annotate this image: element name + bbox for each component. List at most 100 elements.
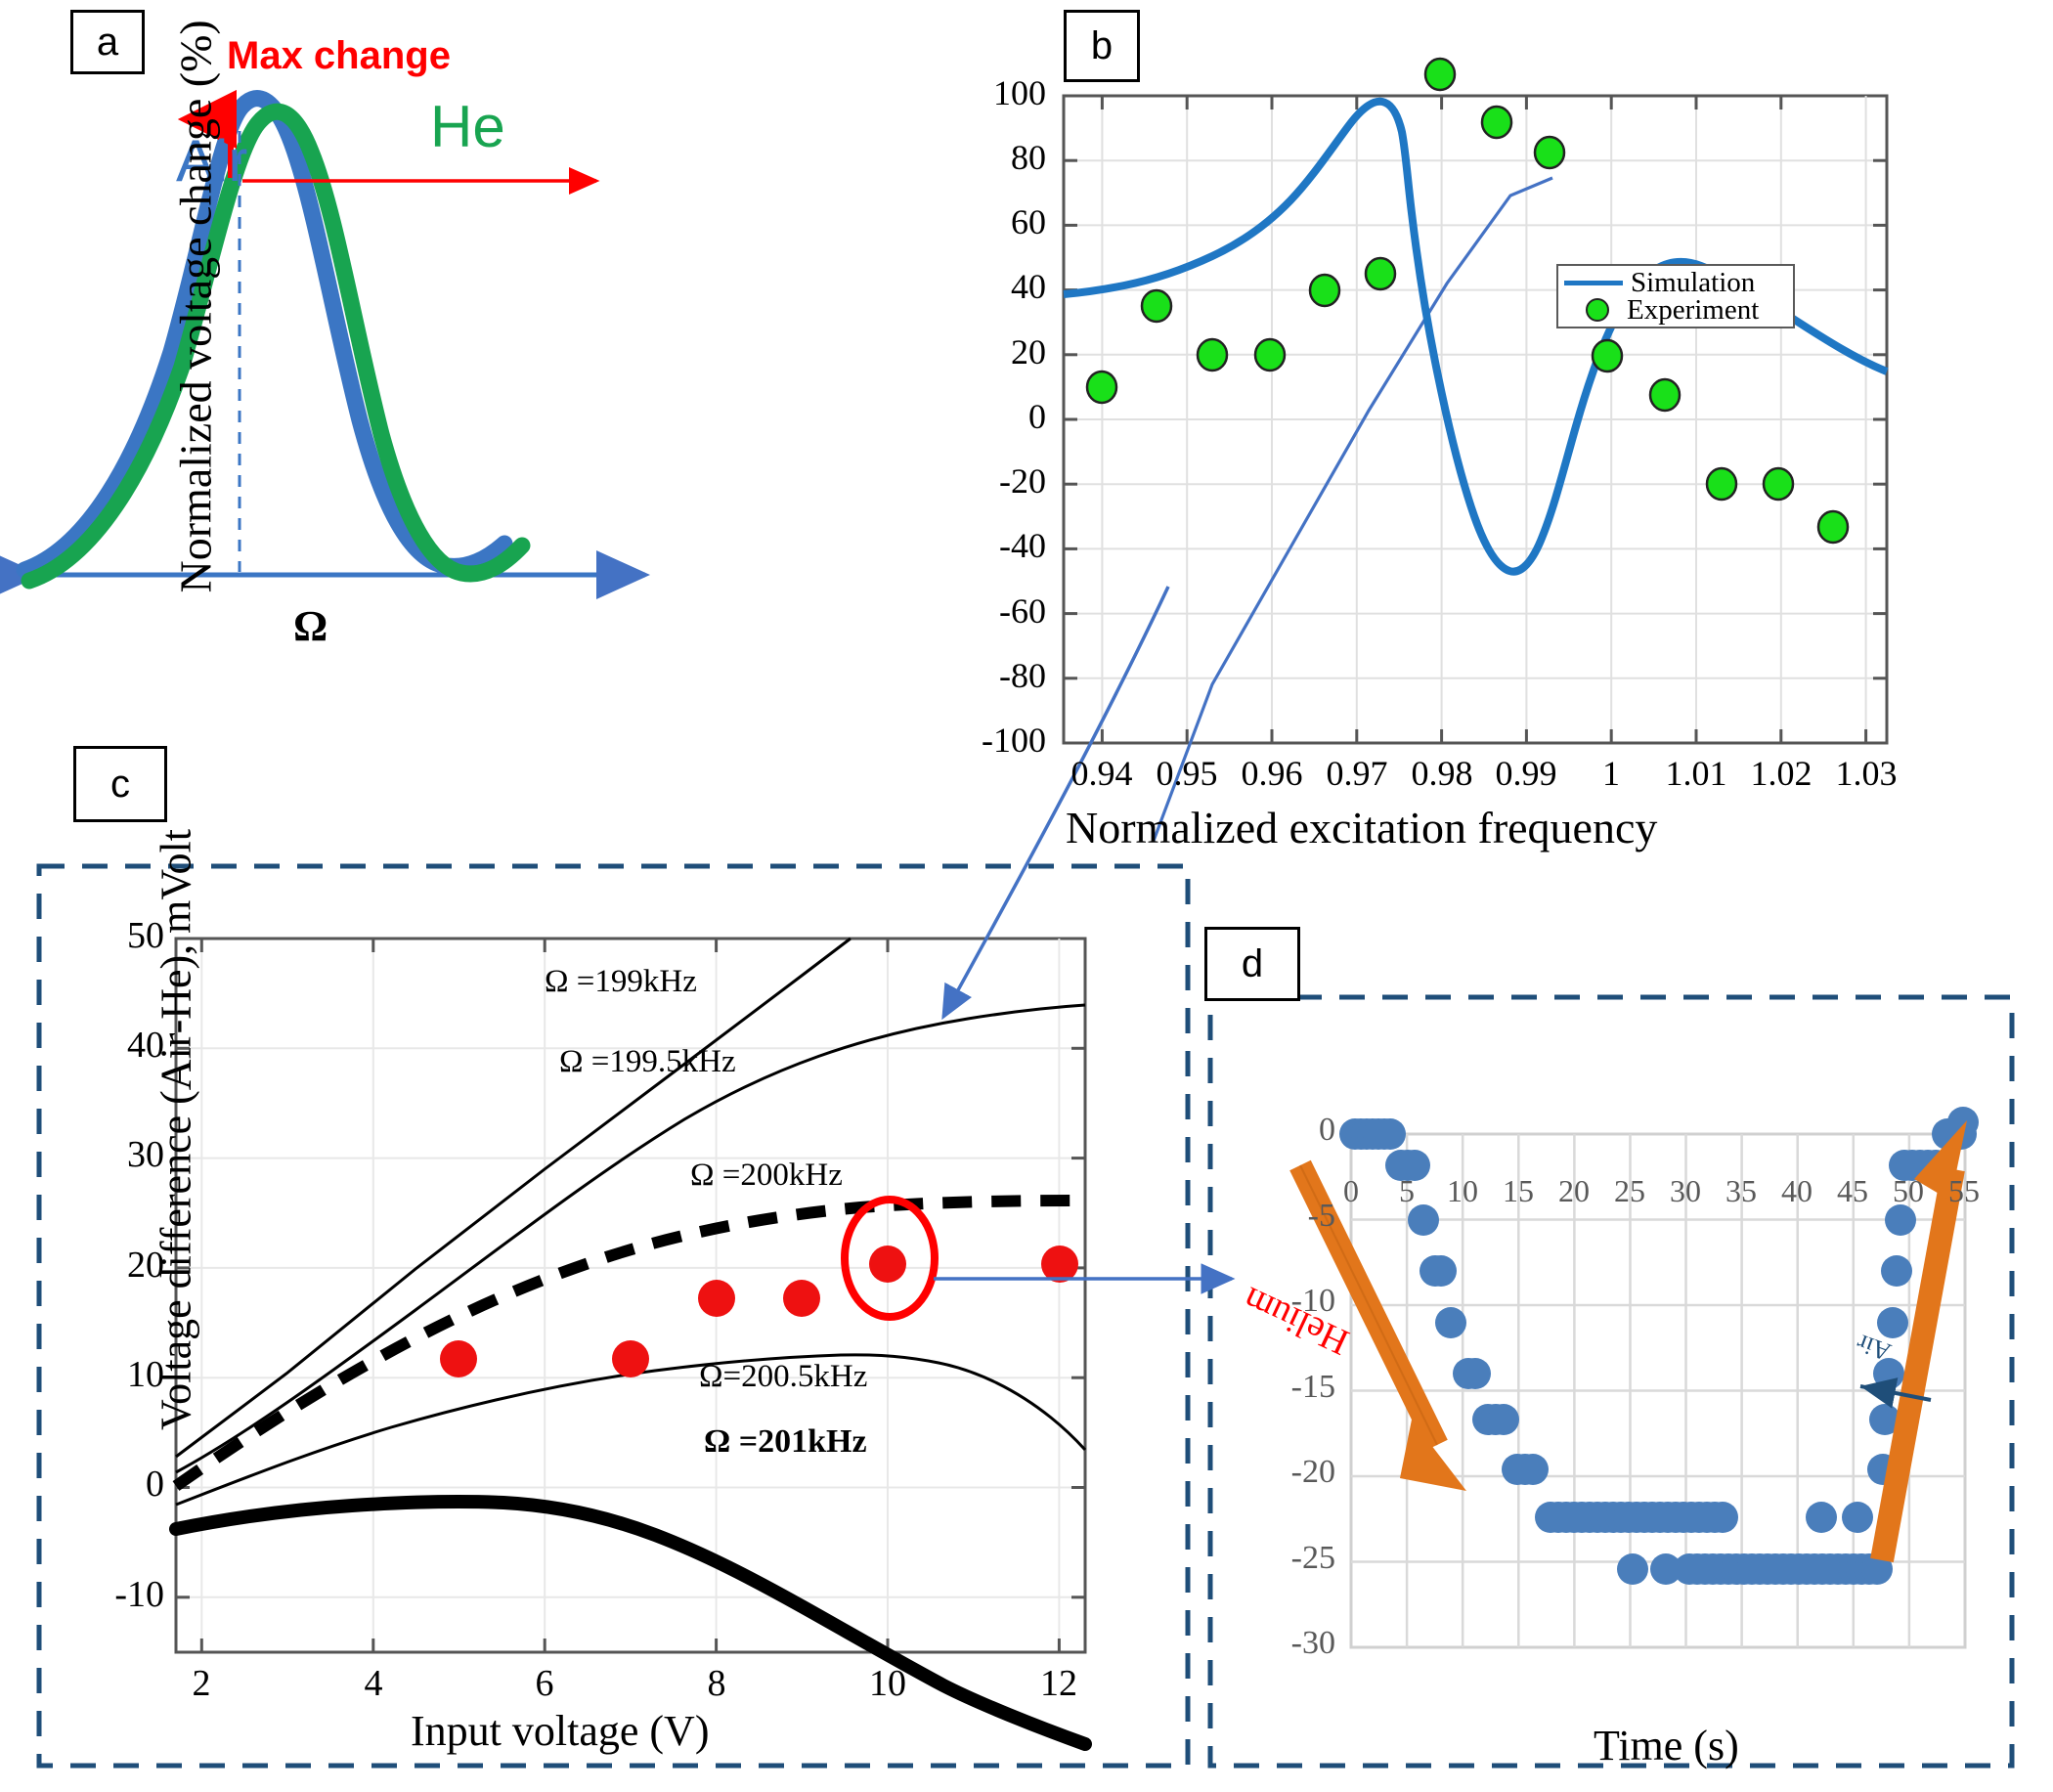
panel-c-point-5-highlighted xyxy=(869,1246,906,1283)
panel-c-curve-200p5 xyxy=(175,1353,1087,1507)
panel-b-ytick--40: -40 xyxy=(999,526,1046,565)
panel-d-ytick--15: -15 xyxy=(1290,1369,1335,1405)
panel-label-c-text: c xyxy=(110,762,130,806)
panel-b-xtick-0.95: 0.95 xyxy=(1156,754,1218,793)
panel-d-ytick--20: -20 xyxy=(1290,1454,1335,1490)
panel-d-xtick-45: 45 xyxy=(1837,1173,1868,1208)
panel-b-ytick-80: 80 xyxy=(1011,138,1046,177)
panel-c-ytick-40: 40 xyxy=(127,1025,164,1066)
panel-b-xtick-0.98: 0.98 xyxy=(1411,754,1473,793)
panel-b-ytick-40: 40 xyxy=(1011,267,1046,306)
panel-b-ytick-20: 20 xyxy=(1011,332,1046,372)
panel-c-annotation-199khz: Ω =199kHz xyxy=(545,964,697,999)
panel-label-a-text: a xyxy=(96,20,119,64)
panel-b-graphic xyxy=(1062,57,1889,842)
panel-b-legend: Simulation Experiment xyxy=(1556,264,1795,328)
panel-d-xtick-10: 10 xyxy=(1447,1173,1478,1208)
panel-d-gridlines xyxy=(1351,1134,1965,1647)
panel-c-xtick-2: 2 xyxy=(192,1663,211,1704)
panel-d-xtick-20: 20 xyxy=(1558,1173,1590,1208)
panel-c-point-3 xyxy=(698,1280,735,1317)
panel-b-xtick-1.03: 1.03 xyxy=(1835,754,1898,793)
panel-a-he-label: He xyxy=(430,94,505,159)
panel-c-annotation-200p5khz: Ω=200.5kHz xyxy=(699,1359,868,1394)
panel-b-gridlines xyxy=(1064,96,1887,743)
legend-dot-swatch xyxy=(1586,298,1609,322)
panel-a-air-curve xyxy=(16,90,513,579)
panel-d-xtick-30: 30 xyxy=(1670,1173,1701,1208)
panel-a-graphic xyxy=(0,90,650,599)
panel-c-xtick-12: 12 xyxy=(1040,1663,1077,1704)
panel-d-x-axis-label: Time (s) xyxy=(1594,1722,1739,1770)
panel-b-plot-frame xyxy=(1062,94,1889,745)
panel-c-annotation-200khz: Ω =200kHz xyxy=(690,1158,843,1193)
panel-b-xtick-0.96: 0.96 xyxy=(1241,754,1303,793)
panel-c-point-6 xyxy=(1041,1246,1078,1283)
panel-label-b: b xyxy=(1064,10,1140,82)
panel-a-omega-label: Ω xyxy=(293,602,328,650)
panel-a-max-change-label: Max change xyxy=(227,34,451,77)
panel-c-ytick-10: 10 xyxy=(127,1354,164,1395)
panel-b-ytick-60: 60 xyxy=(1011,202,1046,241)
panel-c-ytick-0: 0 xyxy=(146,1464,164,1505)
panel-d-air-label: Air xyxy=(1853,1328,1895,1367)
panel-c-point-4 xyxy=(783,1280,820,1317)
panel-c-curve-200-dashed xyxy=(172,1195,1086,1491)
panel-c-ytick--10: -10 xyxy=(114,1574,164,1615)
panel-b-xtick-0.97: 0.97 xyxy=(1326,754,1388,793)
panel-a-air-label: Air xyxy=(176,128,248,194)
panel-b-ytick--20: -20 xyxy=(999,461,1046,501)
panel-c-ytick-30: 30 xyxy=(127,1134,164,1175)
panel-b-xtick-1: 1 xyxy=(1602,754,1620,793)
panel-b-simulation-curve xyxy=(1063,97,1889,576)
panel-c-x-axis-label: Input voltage (V) xyxy=(411,1707,710,1755)
panel-c-highlight-circle xyxy=(841,1196,939,1321)
panel-b-ytick-100: 100 xyxy=(993,73,1046,112)
panel-a-he-curve xyxy=(21,103,531,590)
panel-b-xtick-0.99: 0.99 xyxy=(1495,754,1557,793)
panel-d-xtick-0: 0 xyxy=(1343,1173,1359,1208)
panel-b-ytick--60: -60 xyxy=(999,591,1046,631)
panel-c-ytick-50: 50 xyxy=(127,915,164,956)
panel-d-xtick-25: 25 xyxy=(1614,1173,1645,1208)
legend-line-swatch xyxy=(1564,280,1623,285)
panel-c-xtick-8: 8 xyxy=(707,1663,726,1704)
panel-d-ytick--10: -10 xyxy=(1290,1283,1335,1319)
panel-c-point-2 xyxy=(612,1340,649,1377)
panel-c-xtick-10: 10 xyxy=(869,1663,906,1704)
panel-c-dashed-border xyxy=(36,863,1191,1769)
panel-c-point-1 xyxy=(440,1340,477,1377)
panel-c-xtick-4: 4 xyxy=(364,1663,383,1704)
panel-b-ticks xyxy=(1064,96,1887,743)
panel-b-x-axis-label: Normalized excitation frequency xyxy=(1066,803,1658,852)
panel-b-y-axis-label: Normalized voltage change (%) xyxy=(170,20,221,593)
panel-c-experiment-points xyxy=(440,1246,1078,1377)
panel-d-xtick-5: 5 xyxy=(1399,1173,1415,1208)
panel-d-xtick-55: 55 xyxy=(1948,1173,1980,1208)
panel-label-d-text: d xyxy=(1241,941,1264,985)
panel-d-xtick-50: 50 xyxy=(1893,1173,1924,1208)
panel-d-plot-frame xyxy=(1349,1132,1967,1649)
panel-b-ytick--80: -80 xyxy=(999,656,1046,695)
panel-b-legend-row-experiment: Experiment xyxy=(1564,293,1760,326)
panel-d-xtick-35: 35 xyxy=(1725,1173,1757,1208)
panel-d-xtick-40: 40 xyxy=(1781,1173,1813,1208)
panel-b-ytick-0: 0 xyxy=(1028,397,1046,436)
panel-b-ytick--100: -100 xyxy=(982,721,1046,760)
panel-b-xtick-1.02: 1.02 xyxy=(1750,754,1813,793)
panel-c-xtick-6: 6 xyxy=(535,1663,554,1704)
panel-b-unstable-branch xyxy=(1152,176,1553,842)
panel-label-a: a xyxy=(70,10,145,74)
panel-c-ytick-20: 20 xyxy=(127,1245,164,1286)
panel-label-b-text: b xyxy=(1090,23,1114,67)
panel-d-ytick-0: 0 xyxy=(1319,1112,1335,1148)
legend-label-experiment: Experiment xyxy=(1627,293,1760,326)
panel-b-legend-row-simulation: Simulation xyxy=(1564,267,1755,298)
panel-c-annotation-199p5khz: Ω =199.5kHz xyxy=(559,1044,736,1079)
panel-d-ytick--5: -5 xyxy=(1307,1198,1335,1234)
panel-d-ytick--25: -25 xyxy=(1290,1540,1335,1576)
panel-d-ytick--30: -30 xyxy=(1290,1625,1335,1661)
panel-d-xtick-15: 15 xyxy=(1503,1173,1534,1208)
panel-label-c: c xyxy=(73,746,167,822)
panel-b-xtick-1.01: 1.01 xyxy=(1665,754,1727,793)
